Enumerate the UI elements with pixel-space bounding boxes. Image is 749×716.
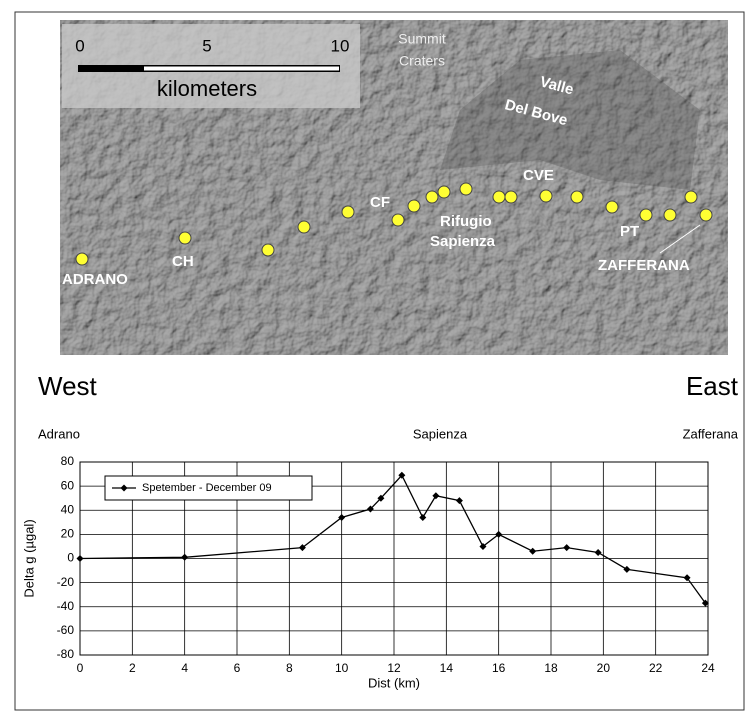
y-tick-label: -60 [57, 623, 75, 637]
station-label: ADRANO [62, 271, 128, 288]
station [408, 200, 420, 212]
x-tick-label: 18 [544, 661, 558, 675]
station [76, 253, 88, 265]
x-tick-label: 14 [440, 661, 454, 675]
x-tick-label: 24 [701, 661, 715, 675]
station [438, 186, 450, 198]
y-tick-label: -20 [57, 575, 75, 589]
station [392, 214, 404, 226]
station [179, 232, 191, 244]
x-tick-label: 10 [335, 661, 349, 675]
x-tick-label: 12 [387, 661, 401, 675]
x-tick-label: 8 [286, 661, 293, 675]
station [298, 221, 310, 233]
y-axis-label: Delta g (µgal) [21, 519, 36, 597]
station-label: CH [172, 253, 194, 270]
station [700, 209, 712, 221]
x-tick-label: 4 [181, 661, 188, 675]
station [493, 191, 505, 203]
station [571, 191, 583, 203]
west-label: West [38, 371, 98, 401]
station [460, 183, 472, 195]
station [664, 209, 676, 221]
x-tick-label: 20 [597, 661, 611, 675]
station [685, 191, 697, 203]
scale-label: 0 [75, 36, 84, 55]
x-tick-label: 6 [234, 661, 241, 675]
x-tick-label: 16 [492, 661, 506, 675]
x-tick-label: 22 [649, 661, 663, 675]
map-label: Craters [399, 53, 445, 69]
scale-label: 10 [331, 36, 350, 55]
station [640, 209, 652, 221]
y-tick-label: 40 [61, 502, 75, 516]
scale-bar [209, 67, 339, 71]
y-tick-label: 20 [61, 527, 75, 541]
station-label: CF [370, 194, 390, 211]
place-label: Adrano [38, 426, 80, 441]
y-tick-label: 0 [67, 551, 74, 565]
station-label: CVE [523, 167, 554, 184]
station [606, 201, 618, 213]
map-label: Summit [398, 31, 446, 47]
station [342, 206, 354, 218]
station-label: PT [620, 223, 639, 240]
place-label: Zafferana [683, 426, 739, 441]
place-label: Sapienza [413, 426, 468, 441]
y-tick-label: 60 [61, 478, 75, 492]
figure: 0 5 10 kilometers Summit Craters Valle D… [0, 0, 749, 711]
map: 0 5 10 kilometers Summit Craters Valle D… [60, 20, 728, 355]
station [262, 244, 274, 256]
station [426, 191, 438, 203]
legend-label: Spetember - December 09 [142, 482, 272, 494]
x-tick-label: 2 [129, 661, 136, 675]
y-tick-label: 80 [61, 454, 75, 468]
scale-label: 5 [202, 36, 211, 55]
station [505, 191, 517, 203]
y-tick-label: -40 [57, 599, 75, 613]
station-label: Rifugio [440, 213, 492, 230]
x-tick-label: 0 [77, 661, 84, 675]
scale-unit: kilometers [157, 76, 257, 101]
station-label: ZAFFERANA [598, 257, 690, 274]
station [540, 190, 552, 202]
y-tick-label: -80 [57, 647, 75, 661]
x-axis-label: Dist (km) [368, 675, 420, 690]
station-label: Sapienza [430, 233, 496, 250]
east-label: East [686, 371, 739, 401]
scale-bar [144, 67, 209, 71]
